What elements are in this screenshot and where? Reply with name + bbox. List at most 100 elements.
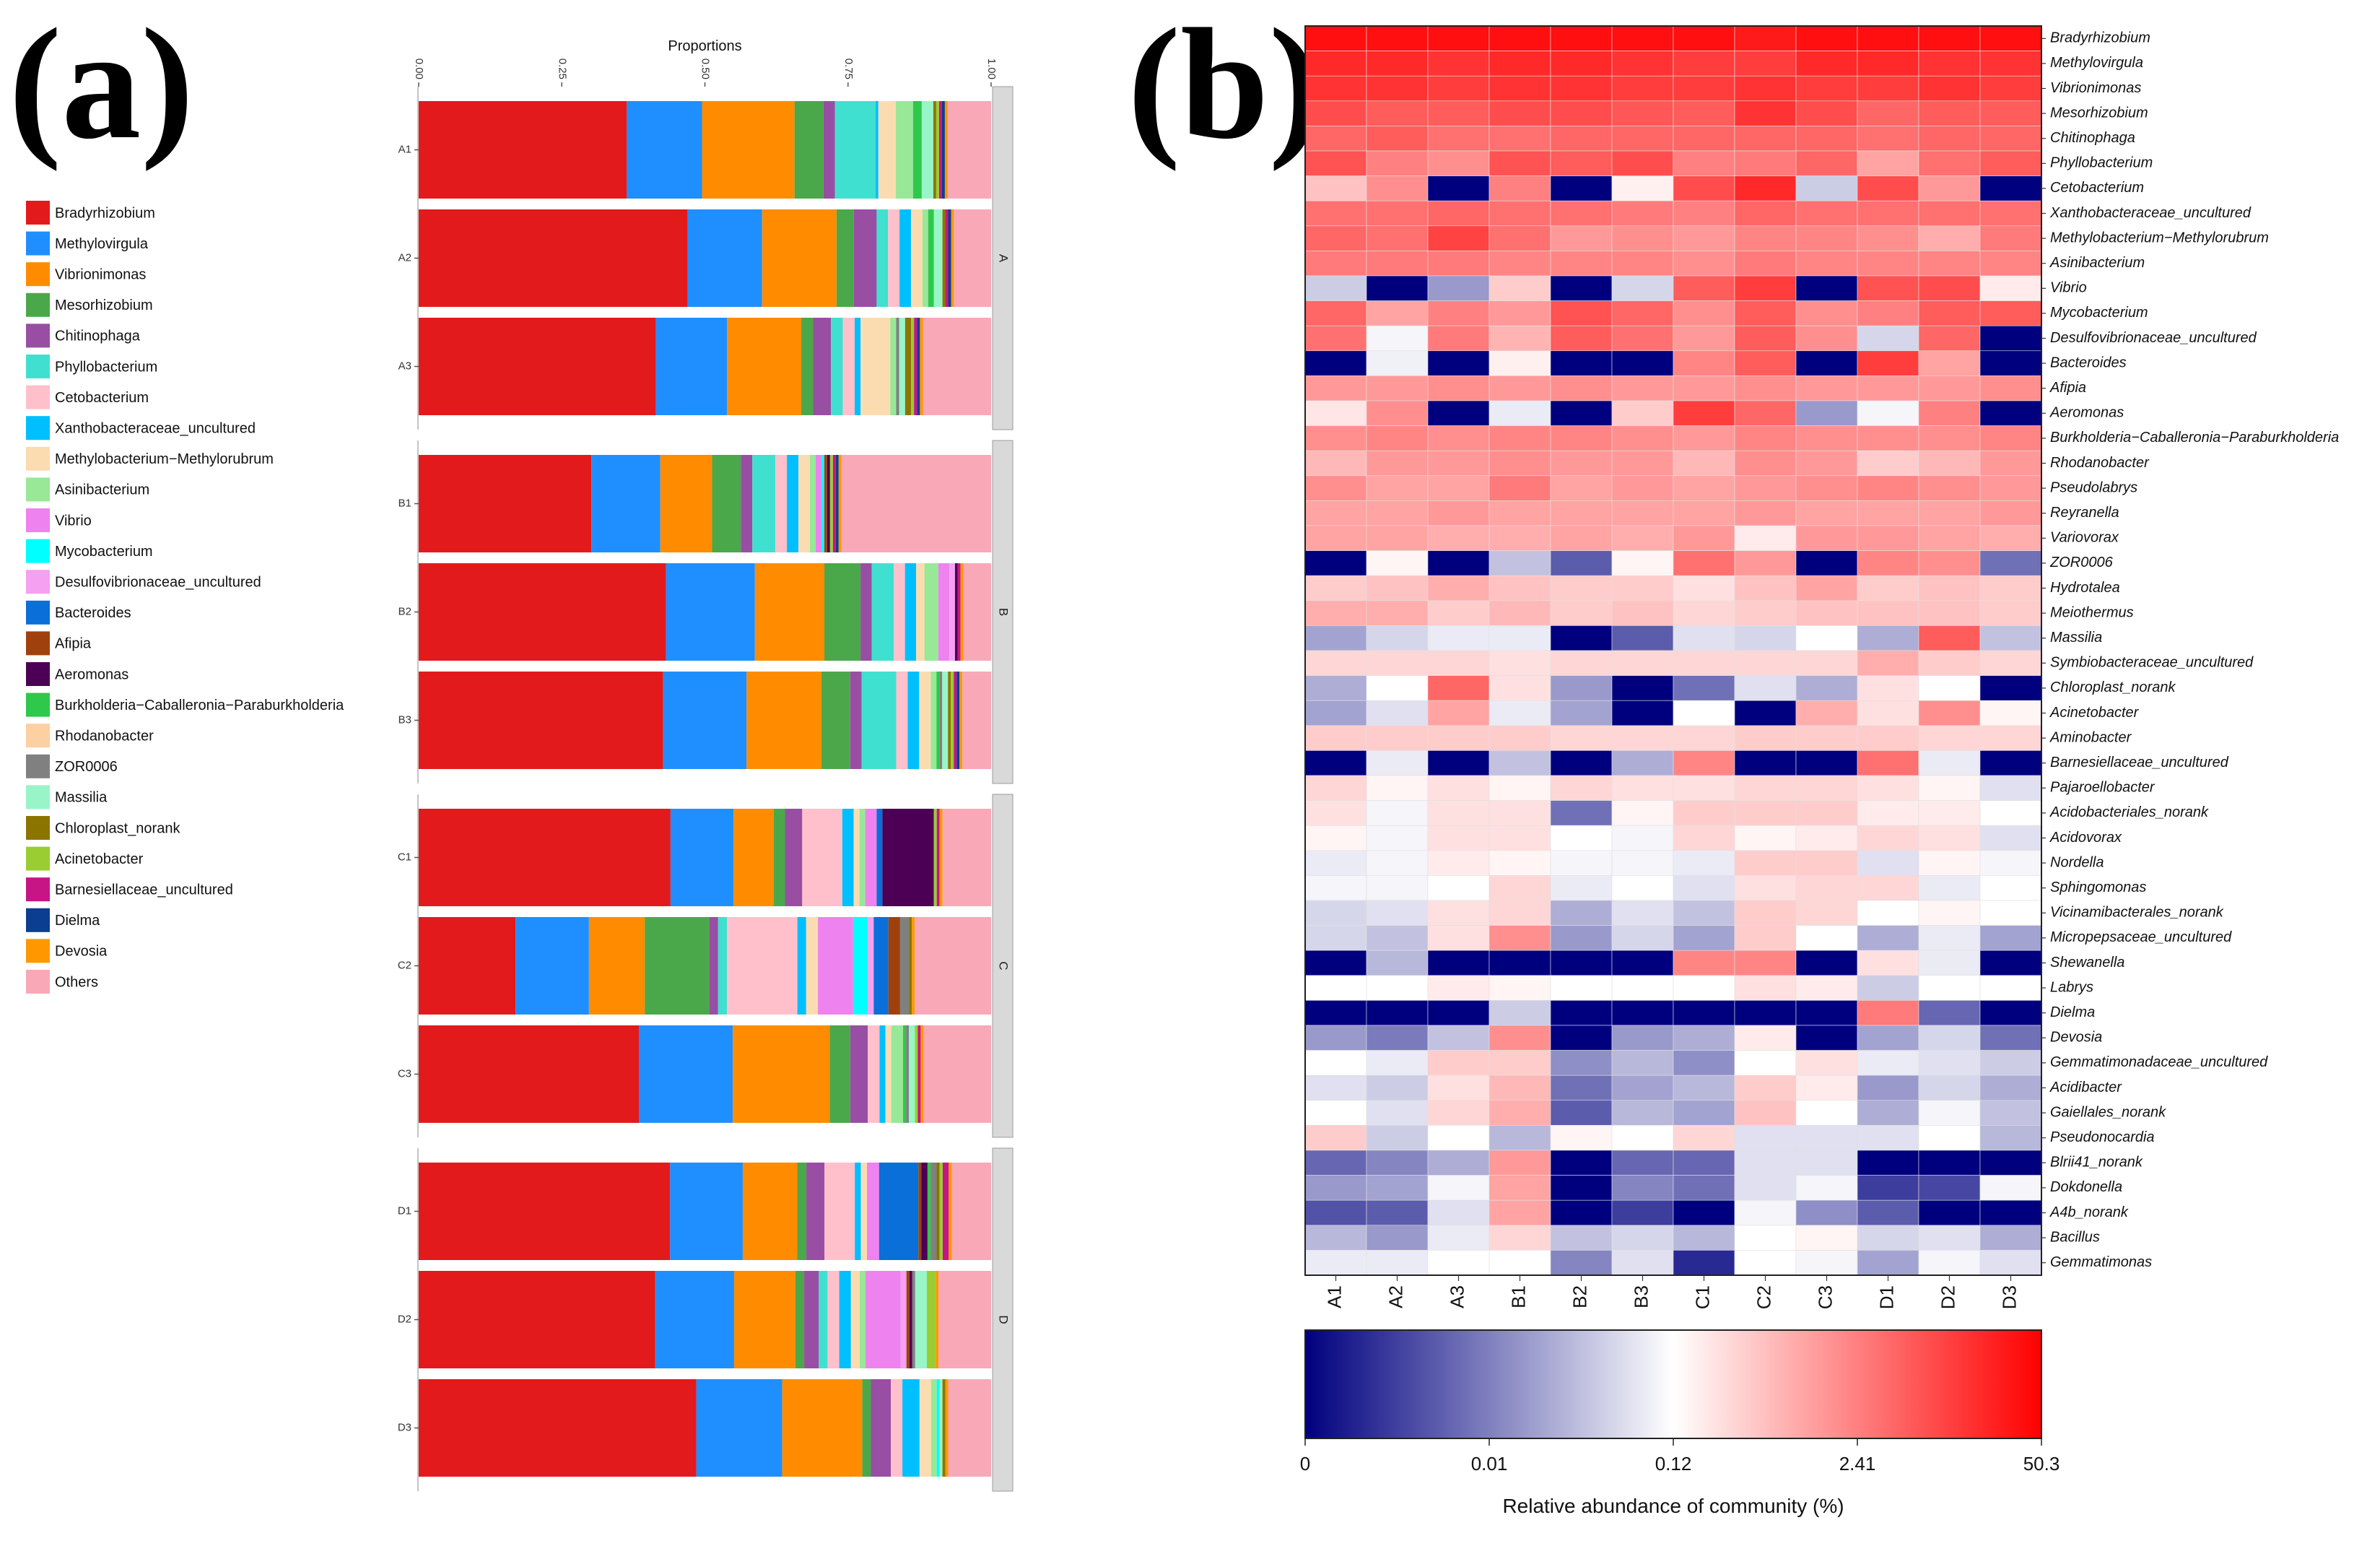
heatmap-cell (1488, 126, 1551, 152)
heatmap-cell (1795, 575, 1858, 602)
heatmap-cell (1550, 625, 1613, 651)
heatmap-cell (1611, 525, 1674, 551)
bar-segment (915, 917, 991, 1015)
heatmap-cell (1304, 1225, 1367, 1251)
heatmap-cell (1550, 126, 1613, 152)
heatmap-cell (1366, 325, 1429, 352)
bar-segment (899, 318, 905, 415)
bar-segment (785, 809, 803, 906)
heatmap-cell (1673, 450, 1735, 477)
legend-label: Vibrio (55, 513, 92, 529)
heatmap-cell (1611, 850, 1674, 876)
heatmap-cell (1488, 25, 1551, 51)
legend-swatch (26, 846, 50, 871)
heatmap-cell (1795, 1175, 1858, 1201)
heatmap-cell (1795, 675, 1858, 701)
heatmap-cell (1795, 1074, 1858, 1101)
bar-segment (920, 1025, 924, 1123)
row-label: ZOR0006 (2049, 555, 2114, 570)
heatmap-cell (1857, 350, 1919, 376)
heatmap-cell (1611, 975, 1674, 1001)
heatmap-cell (1673, 75, 1735, 102)
heatmap-cell (1611, 725, 1674, 751)
bar-segment (902, 1379, 920, 1477)
bar-segment (670, 809, 734, 906)
heatmap-cell (1427, 1175, 1490, 1201)
heatmap-cell (1857, 975, 1919, 1001)
heatmap-cell (1734, 450, 1797, 477)
bar-segment (861, 672, 897, 769)
heatmap-cell (1979, 825, 2042, 851)
heatmap-cell (1979, 275, 2042, 301)
legend-swatch (26, 539, 50, 563)
heatmap-cell (1488, 550, 1551, 576)
heatmap-cell (1795, 425, 1858, 451)
heatmap-cell (1550, 575, 1613, 602)
bar-segment (936, 101, 939, 199)
heatmap-cell (1304, 1150, 1367, 1176)
heatmap-cell (1979, 1050, 2042, 1076)
row-label: Gemmatimonadaceae_uncultured (2050, 1054, 2268, 1070)
heatmap-cell (1918, 1000, 1981, 1026)
heatmap-cell (1427, 375, 1490, 401)
bar-segment (802, 809, 842, 906)
y-tick-label: A3 (398, 360, 411, 372)
heatmap-cell (1550, 251, 1613, 277)
bar-segment (645, 917, 710, 1015)
heatmap-cell (1550, 1000, 1613, 1026)
heatmap-cell (1918, 175, 1981, 201)
legend-label: Dielma (55, 913, 100, 929)
heatmap-cell (1304, 1000, 1367, 1026)
heatmap-cell (1488, 1225, 1551, 1251)
heatmap-cell (1550, 350, 1613, 376)
heatmap-cell (1979, 675, 2042, 701)
bar-segment (942, 809, 991, 906)
x-tick-label: 0.25 (556, 58, 568, 79)
heatmap-cell (1366, 525, 1429, 551)
bar-segment (627, 101, 702, 199)
heatmap-cell (1366, 775, 1429, 801)
heatmap-cell (1857, 325, 1919, 352)
heatmap-cell (1488, 1050, 1551, 1076)
heatmap-cell (1734, 1175, 1797, 1201)
heatmap-cell (1857, 500, 1919, 526)
legend-swatch (26, 446, 50, 471)
heatmap-cell (1979, 525, 2042, 551)
heatmap-cell (1857, 126, 1919, 152)
heatmap-cell (1795, 1100, 1858, 1126)
bar-segment (945, 209, 949, 307)
heatmap-cell (1427, 100, 1490, 126)
heatmap-cell (1304, 575, 1367, 602)
heatmap-cell (1550, 75, 1613, 102)
heatmap-cell (1366, 1100, 1429, 1126)
heatmap-cell (1611, 375, 1674, 401)
bar-segment (639, 1025, 733, 1123)
x-axis-title: Proportions (668, 38, 741, 54)
heatmap-cell (1550, 550, 1613, 576)
heatmap-cell (1427, 51, 1490, 77)
heatmap-cell (1734, 375, 1797, 401)
heatmap-cell (1734, 1025, 1797, 1051)
heatmap-cell (1427, 1225, 1490, 1251)
heatmap-cell (1488, 750, 1551, 776)
heatmap-cell (1427, 1150, 1490, 1176)
heatmap-cell (1488, 675, 1551, 701)
row-label: Bacillus (2050, 1229, 2100, 1245)
heatmap-cell (1488, 1000, 1551, 1026)
heatmap-cell (1427, 900, 1490, 926)
row-label: Acidibacter (2049, 1080, 2122, 1095)
heatmap-cell (1550, 375, 1613, 401)
heatmap-cell (1673, 325, 1735, 352)
heatmap-cell (1979, 300, 2042, 326)
bar-segment (733, 1271, 795, 1368)
heatmap-cell (1550, 1074, 1613, 1101)
heatmap-cell (1611, 100, 1674, 126)
heatmap-cell (1673, 1000, 1735, 1026)
heatmap-cell (1734, 1100, 1797, 1126)
heatmap-cell (1857, 251, 1919, 277)
bar-segment (912, 101, 922, 199)
heatmap-cell (1673, 725, 1735, 751)
heatmap-cell (1734, 175, 1797, 201)
heatmap-cell (1918, 500, 1981, 526)
row-label: Nordella (2050, 854, 2104, 870)
